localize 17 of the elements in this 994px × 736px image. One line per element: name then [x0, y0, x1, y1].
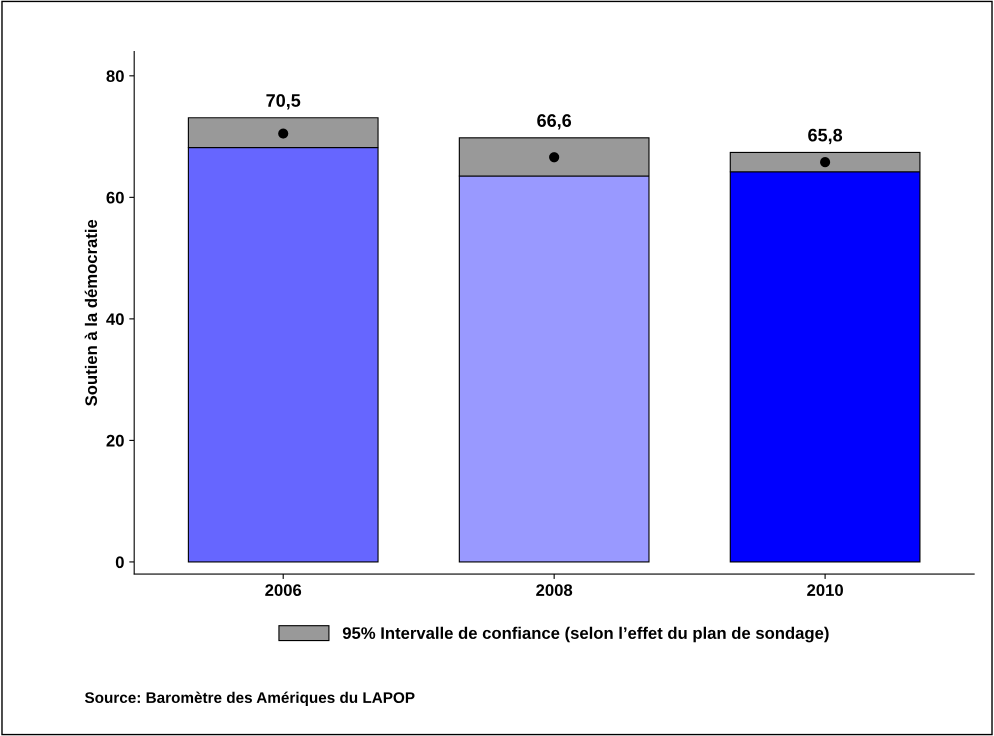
x-tick-label: 2010 — [807, 584, 843, 596]
y-axis-title: Soutien à la démocratie — [84, 220, 98, 406]
y-tick-label: 80 — [106, 70, 124, 82]
x-tick-label: 2006 — [265, 584, 302, 596]
point — [820, 157, 830, 168]
y-tick-label: 60 — [106, 192, 124, 204]
x-tick-label: 2008 — [536, 584, 572, 596]
source-note: Source: Baromètre des Amériques du LAPOP — [84, 692, 414, 706]
point — [549, 152, 560, 162]
y-tick-label: 20 — [106, 434, 124, 447]
y-tick-label: 0 — [116, 556, 124, 568]
legend-label: 95% Intervalle de confiance (selon l’effet du plan de sondage) — [342, 626, 829, 642]
point — [278, 128, 288, 139]
data-label: 70,5 — [266, 94, 300, 110]
data-label: 65,8 — [808, 128, 842, 144]
data-label: 66,6 — [537, 114, 572, 130]
y-tick-label: 40 — [106, 313, 124, 326]
